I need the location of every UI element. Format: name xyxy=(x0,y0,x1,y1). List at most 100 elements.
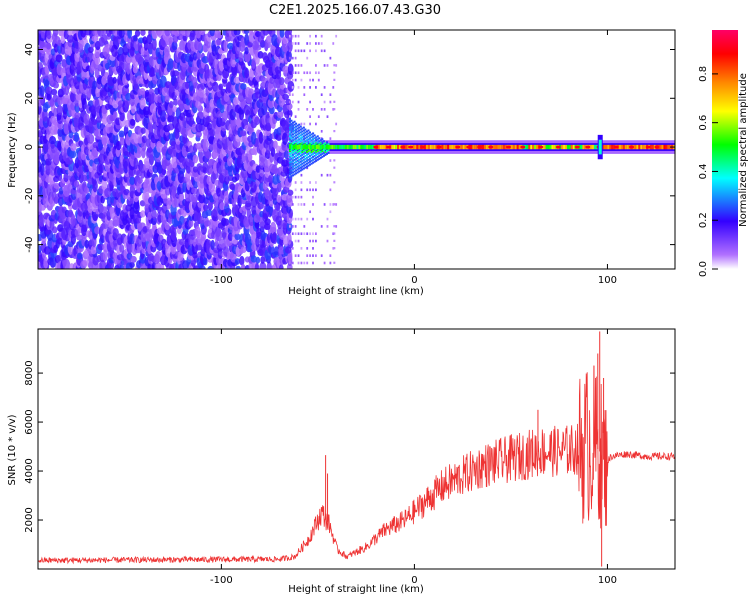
sparse-pixel xyxy=(312,254,314,257)
sparse-pixel xyxy=(300,232,303,236)
noise-blob xyxy=(227,156,233,167)
sparse-pixel xyxy=(300,173,303,177)
noise-blob xyxy=(61,139,66,149)
sparse-pixel xyxy=(312,247,314,250)
burst-pixel xyxy=(327,143,330,146)
noise-blob xyxy=(270,221,277,235)
noise-blob xyxy=(216,38,222,46)
noise-blob xyxy=(70,143,77,152)
burst-pixel xyxy=(288,138,291,141)
noise-blob xyxy=(139,200,146,207)
noise-blob xyxy=(69,150,77,159)
noise-blob xyxy=(140,127,146,134)
noise-blob xyxy=(195,130,202,138)
sparse-pixel xyxy=(326,217,329,221)
burst-pixel xyxy=(293,149,296,152)
noise-blob xyxy=(101,134,108,146)
carrier-pixel xyxy=(590,144,593,150)
sparse-pixel xyxy=(326,115,329,118)
burst-pixel xyxy=(305,139,308,142)
noise-blob xyxy=(218,83,224,91)
burst-pixel xyxy=(288,170,291,173)
noise-blob xyxy=(149,66,156,77)
carrier-pixel xyxy=(383,144,386,150)
noise-blob xyxy=(243,30,250,35)
sparse-pixel xyxy=(303,71,306,75)
carrier-pixel xyxy=(572,144,575,150)
burst-pixel xyxy=(313,140,316,143)
sparse-pixel xyxy=(329,254,332,257)
carrier-pixel xyxy=(607,144,610,150)
noise-blob xyxy=(284,76,290,85)
burst-pixel xyxy=(327,151,330,154)
burst-pixel xyxy=(304,137,307,140)
carrier-pixel xyxy=(561,144,564,150)
burst-pixel xyxy=(322,140,325,143)
sparse-pixel xyxy=(332,247,335,250)
carrier-pixel xyxy=(325,144,328,150)
burst-pixel xyxy=(298,170,301,173)
noise-blob xyxy=(112,76,117,84)
carrier-pixel xyxy=(636,144,639,150)
sparse-pixel xyxy=(312,261,314,265)
burst-pixel xyxy=(292,165,295,168)
noise-blob xyxy=(267,97,275,109)
noise-blob xyxy=(147,121,153,132)
burst-pixel xyxy=(299,128,302,131)
noise-blob xyxy=(243,104,250,116)
x-tick-label: 100 xyxy=(598,275,617,286)
carrier-pixel xyxy=(296,144,299,150)
burst-pixel xyxy=(305,153,308,156)
burst-pixel xyxy=(310,162,313,165)
burst-pixel xyxy=(304,149,307,152)
noise-blob xyxy=(135,52,143,63)
x-tick-label: -100 xyxy=(210,575,233,586)
carrier-pixel xyxy=(356,144,359,150)
sparse-pixel xyxy=(300,188,303,192)
noise-blob xyxy=(94,98,101,110)
carrier-peak xyxy=(520,145,526,149)
burst-pixel xyxy=(292,121,295,124)
sparse-pixel xyxy=(314,239,317,243)
burst-pixel xyxy=(322,151,325,154)
noise-blob xyxy=(46,42,51,50)
sparse-pixel xyxy=(326,239,329,243)
carrier-pixel xyxy=(333,144,336,150)
burst-pixel xyxy=(295,125,298,128)
y-tick-label: 40 xyxy=(24,43,35,56)
sparse-pixel xyxy=(288,49,291,53)
noise-blob xyxy=(192,52,198,61)
burst-pixel xyxy=(326,149,329,152)
burst-pixel xyxy=(293,161,296,164)
burst-pixel xyxy=(288,176,291,179)
sparse-pixel xyxy=(297,203,300,206)
sparse-pixel xyxy=(333,225,336,228)
burst-pixel xyxy=(307,135,310,138)
carrier-pixel xyxy=(352,144,355,150)
noise-blob xyxy=(281,143,289,152)
burst-pixel xyxy=(290,154,293,157)
carrier-pixel xyxy=(536,144,539,150)
sparse-pixel xyxy=(314,137,317,140)
carrier-peak xyxy=(408,145,414,149)
carrier-pixel xyxy=(472,144,475,150)
burst-pixel xyxy=(315,159,318,162)
carrier-pixel xyxy=(329,144,332,150)
burst-pixel xyxy=(312,149,315,152)
burst-pixel xyxy=(319,142,322,145)
burst-pixel xyxy=(293,158,296,161)
sparse-pixel xyxy=(312,78,314,82)
noise-blob xyxy=(90,245,97,255)
sparse-pixel xyxy=(300,195,303,199)
noise-blob xyxy=(178,238,186,246)
noise-blob xyxy=(95,127,102,140)
burst-pixel xyxy=(292,124,295,127)
burst-pixel xyxy=(295,160,298,163)
sparse-pixel xyxy=(320,173,323,177)
noise-blob xyxy=(279,30,285,38)
noise-blob xyxy=(45,86,53,94)
carrier-pixel xyxy=(622,144,625,150)
noise-blob xyxy=(74,111,81,119)
noise-blob xyxy=(82,259,88,267)
burst-pixel xyxy=(324,153,327,156)
